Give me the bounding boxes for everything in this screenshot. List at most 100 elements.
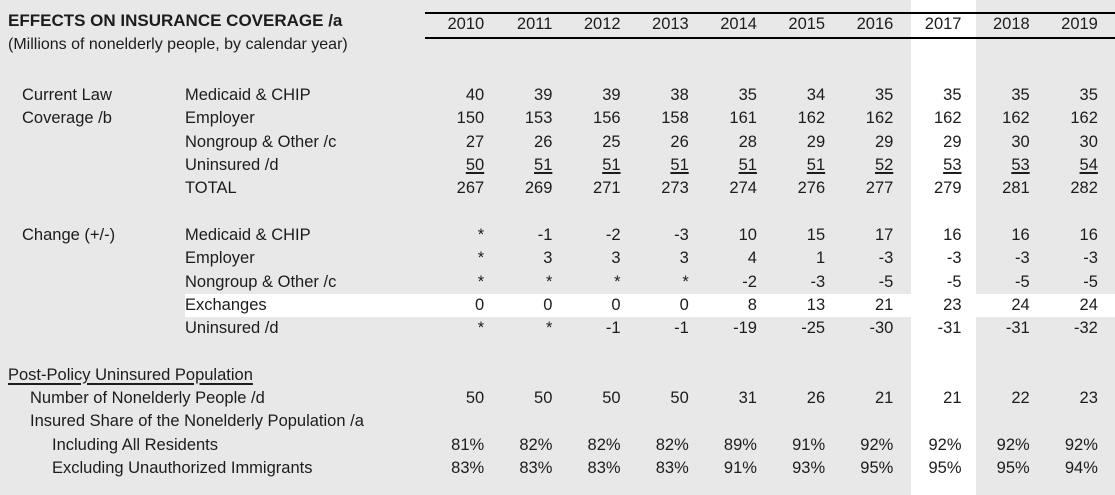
value-cell: 281 [1002,179,1030,198]
section-label: Change (+/-) [22,225,116,244]
value-cell: -5 [946,272,962,291]
year-header-row: 2010 2011 2012 2013 2014 2015 2016 2017 … [0,13,1115,36]
value-cell: 82% [655,435,689,454]
row-label: Including All Residents [52,435,219,454]
value-cell: 162 [933,109,962,128]
row-label: Employer [185,249,255,268]
value-cell: 82% [587,435,621,454]
value-cell: 273 [661,179,689,198]
value-cell: 51 [806,156,826,175]
table-row: Current Law Medicaid & CHIP 40 39 39 38 … [0,84,1115,107]
value-cell: 92% [1064,435,1098,454]
value-cell: 83% [655,458,689,477]
value-cell: 22 [1011,389,1030,407]
value-cell: 26 [534,132,553,151]
value-cell: 16 [943,225,962,244]
row-label: Uninsured /d [185,156,279,175]
year-header-cell: 2019 [1061,15,1098,33]
year-header-cell: 2016 [856,15,894,33]
value-cell: * [545,319,553,338]
value-cell: -19 [733,319,757,338]
table-row: Employer * 3 3 3 4 1 -3 -3 -3 -3 [0,247,1115,270]
row-label: Number of Nonelderly People /d [30,389,265,407]
value-cell: 4 [747,249,757,268]
value-cell: -3 [1015,249,1030,268]
value-cell: 162 [1070,109,1098,128]
table-row: Change (+/-) Medicaid & CHIP * -1 -2 -3 … [0,224,1115,247]
value-cell: -3 [946,249,962,268]
year-header-cell: 2011 [516,15,553,33]
value-cell: 51 [534,156,553,175]
value-cell: 29 [874,132,894,151]
value-cell: 35 [943,86,962,105]
value-cell: -32 [1074,319,1098,338]
table-row: Including All Residents 81% 82% 82% 82% … [0,433,1115,456]
value-cell: 93% [792,458,826,477]
value-cell: 95% [860,458,894,477]
value-cell: 40 [465,86,485,105]
value-cell: -5 [1083,272,1098,291]
value-cell: -3 [810,272,826,291]
value-cell: 95% [928,458,962,477]
value-cell: * [477,249,485,268]
value-cell: 162 [797,109,826,128]
value-cell: 3 [543,249,553,268]
value-cell: * [545,272,553,291]
value-cell: 91% [723,458,757,477]
value-cell: 51 [738,156,757,175]
value-cell: 81% [451,435,485,454]
value-cell: 35 [1011,86,1030,105]
year-header-cell: 2012 [583,15,621,33]
value-cell: 10 [738,225,757,244]
value-cell: 92% [996,435,1030,454]
value-cell: 34 [806,86,826,105]
value-cell: -1 [674,319,689,338]
value-cell: 161 [729,109,757,128]
row-label: TOTAL [185,179,237,198]
value-cell: 89% [723,435,757,454]
table-subtitle: (Millions of nonelderly people, by calen… [8,36,348,53]
value-cell: 267 [456,179,485,198]
value-cell: 282 [1070,179,1098,198]
value-cell: 35 [738,86,757,105]
value-cell: 8 [747,295,757,314]
value-cell: 21 [874,389,894,407]
value-cell: 91% [792,435,826,454]
table-row: TOTAL 267 269 271 273 274 276 277 279 28… [0,177,1115,200]
value-cell: -3 [878,249,894,268]
value-cell: * [614,272,621,291]
value-cell: 27 [465,132,485,151]
value-cell: 38 [670,86,689,105]
value-cell: * [477,272,485,291]
value-cell: 35 [874,86,894,105]
row-label: Uninsured /d [185,319,279,338]
column-highlight-band-2017 [911,0,976,495]
value-cell: 51 [602,156,621,175]
value-cell: 50 [465,156,485,175]
value-cell: -2 [605,225,621,244]
value-cell: 150 [456,109,485,128]
value-cell: 269 [524,179,553,198]
value-cell: 153 [524,109,553,128]
row-label: Nongroup & Other /c [185,132,337,151]
value-cell: -25 [801,319,826,338]
year-header-cell: 2018 [992,15,1030,33]
row-label: Excluding Unauthorized Immigrants [52,458,313,477]
value-cell: 83% [587,458,621,477]
value-cell: 50 [602,389,621,407]
row-label: Employer [185,109,255,128]
value-cell: 276 [797,179,826,198]
table-body: Current Law Medicaid & CHIP 40 39 39 38 … [0,84,1115,480]
value-cell: -2 [742,272,757,291]
value-cell: 82% [519,435,553,454]
value-cell: -3 [1083,249,1098,268]
table-row: Nongroup & Other /c * * * * -2 -3 -5 -5 … [0,270,1115,293]
post-policy-heading: Post-Policy Uninsured Population [8,365,253,384]
table-title: EFFECTS ON INSURANCE COVERAGE /a [8,11,343,30]
table-row: Insured Share of the Nonelderly Populati… [0,410,1115,433]
table-row: Nongroup & Other /c 27 26 25 26 28 29 29… [0,131,1115,154]
row-label: Medicaid & CHIP [185,86,311,105]
value-cell: 53 [1011,156,1030,175]
value-cell: 156 [593,109,621,128]
value-cell: 35 [1079,86,1098,105]
